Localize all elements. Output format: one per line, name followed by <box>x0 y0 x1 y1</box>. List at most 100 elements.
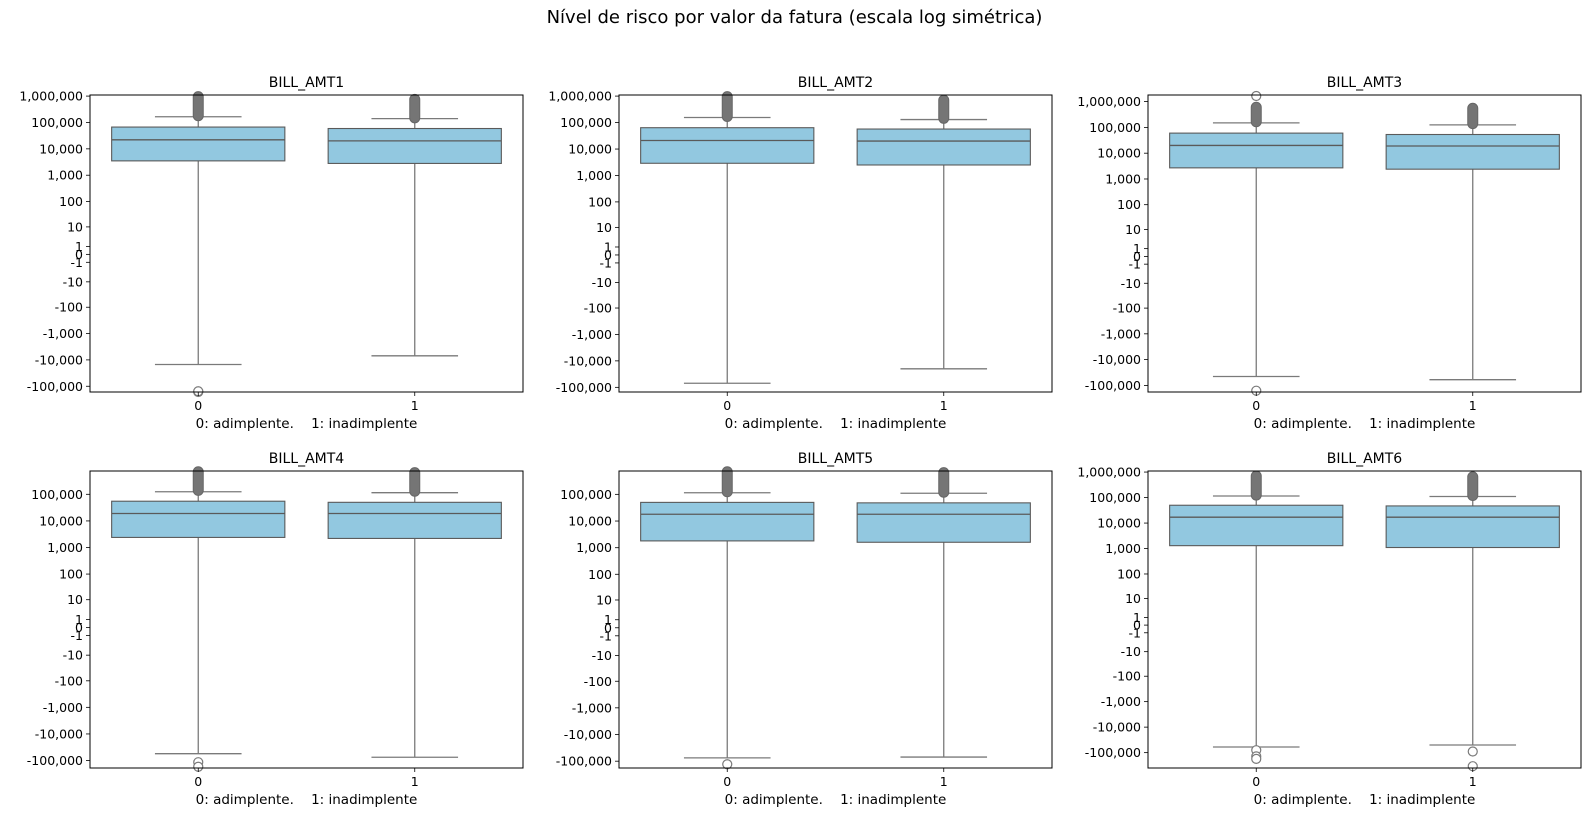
outlier-cluster <box>192 91 204 122</box>
x-axis-label: 0: adimplente. 1: inadimplente <box>196 792 418 808</box>
y-tick-label: 100 <box>59 194 83 209</box>
y-tick-label: 0 <box>75 620 83 635</box>
y-tick-label: -1 <box>1129 625 1141 640</box>
outlier-point <box>1251 90 1262 102</box>
axes-frame <box>618 94 1053 393</box>
y-tick-label: 100 <box>1117 566 1141 581</box>
iqr-box <box>1169 504 1344 547</box>
y-tick-label: 10 <box>1125 591 1141 606</box>
y-tick-label: 1 <box>1133 610 1141 625</box>
outlier-cluster <box>409 93 421 124</box>
y-tick-label: -100 <box>1113 301 1141 316</box>
y-tick-label: -1,000 <box>43 700 83 715</box>
box-category-0 <box>1169 90 1344 396</box>
figure-title: Nível de risco por valor da fatura (esca… <box>546 7 1043 28</box>
x-tick-label: 1 <box>1469 398 1477 413</box>
y-tick-label: -100,000 <box>556 380 612 395</box>
y-tick-label: -1,000 <box>1101 694 1141 709</box>
y-tick-label: -100,000 <box>27 753 83 768</box>
y-tick-label: -10 <box>592 275 612 290</box>
box-category-0 <box>640 91 815 384</box>
y-tick-label: -1 <box>600 255 612 270</box>
y-tick-label: 10 <box>67 592 83 607</box>
subplot-title: BILL_AMT3 <box>1327 75 1402 91</box>
subplot-bill-amt1: BILL_AMT1-100,000-10,000-1,000-100-10-10… <box>19 75 524 432</box>
y-tick-label: 100,000 <box>1089 490 1141 505</box>
axes-frame <box>618 470 1053 769</box>
y-tick-label: -100 <box>1113 669 1141 684</box>
y-tick-label: -100 <box>55 300 83 315</box>
y-tick-label: -1,000 <box>572 327 612 342</box>
y-tick-label: 100,000 <box>1089 120 1141 135</box>
outlier-point <box>1467 746 1478 757</box>
outlier-point <box>722 759 733 770</box>
x-axis-label: 0: adimplente. 1: inadimplente <box>1254 416 1476 432</box>
y-tick-label: -100,000 <box>27 379 83 394</box>
y-tick-label: 10,000 <box>1097 516 1141 531</box>
y-tick-label: 1,000,000 <box>548 89 612 104</box>
y-tick-label: 1,000,000 <box>1077 94 1141 109</box>
axes-frame <box>1147 470 1582 769</box>
y-tick-label: 10,000 <box>39 141 83 156</box>
x-tick-label: 1 <box>940 398 948 413</box>
y-tick-label: 0 <box>75 247 83 262</box>
y-tick-label: 0 <box>604 620 612 635</box>
axes-frame <box>1147 94 1582 393</box>
y-tick-label: 1,000,000 <box>1077 465 1141 480</box>
y-tick-label: 1,000 <box>576 540 612 555</box>
subplot-title: BILL_AMT6 <box>1327 451 1403 467</box>
iqr-box <box>327 501 502 539</box>
outlier-cluster <box>721 466 733 498</box>
y-tick-label: -100,000 <box>1085 745 1141 760</box>
iqr-box <box>856 128 1031 166</box>
y-tick-label: 1 <box>604 612 612 627</box>
box-category-0 <box>640 466 815 770</box>
y-tick-label: -10 <box>1121 276 1141 291</box>
outlier-point <box>1251 753 1262 764</box>
y-tick-label: 100 <box>588 567 612 582</box>
box-category-1 <box>327 93 502 357</box>
y-tick-label: -10 <box>592 648 612 663</box>
y-tick-label: 0 <box>1133 249 1141 264</box>
x-tick-label: 0 <box>723 774 731 789</box>
y-tick-label: 100 <box>1117 197 1141 212</box>
box-category-0 <box>111 91 286 398</box>
x-axis-label: 0: adimplente. 1: inadimplente <box>725 416 947 432</box>
y-tick-label: -1,000 <box>572 700 612 715</box>
x-tick-label: 1 <box>411 398 419 413</box>
outlier-cluster <box>721 91 733 122</box>
y-tick-label: -1 <box>71 628 83 643</box>
y-tick-label: 1,000 <box>576 168 612 183</box>
x-tick-label: 1 <box>411 774 419 789</box>
x-tick-label: 0 <box>1252 398 1260 413</box>
x-tick-label: 0 <box>723 398 731 413</box>
y-tick-label: 100,000 <box>31 487 83 502</box>
iqr-box <box>327 127 502 164</box>
subplot-title: BILL_AMT1 <box>269 75 344 91</box>
x-tick-label: 0 <box>194 774 202 789</box>
y-tick-label: -10 <box>63 274 83 289</box>
y-tick-label: 1,000,000 <box>19 89 83 104</box>
outlier-cluster <box>1467 471 1479 502</box>
y-tick-label: -100,000 <box>1085 378 1141 393</box>
y-tick-label: -10,000 <box>1093 720 1141 735</box>
y-tick-label: -1 <box>1129 257 1141 272</box>
y-tick-label: 10 <box>1125 222 1141 237</box>
subplot-bill-amt6: BILL_AMT6-100,000-10,000-1,000-100-10-10… <box>1077 451 1582 808</box>
y-tick-label: 1 <box>1133 241 1141 256</box>
outlier-cluster <box>409 467 421 497</box>
y-tick-label: 0 <box>604 247 612 262</box>
y-tick-label: 10,000 <box>568 514 612 529</box>
y-tick-label: -10,000 <box>35 352 83 367</box>
x-axis-label: 0: adimplente. 1: inadimplente <box>196 416 418 432</box>
y-tick-label: -10,000 <box>564 353 612 368</box>
y-tick-label: 1,000 <box>1105 541 1141 556</box>
subplot-title: BILL_AMT5 <box>798 451 873 467</box>
y-tick-label: 100,000 <box>560 115 612 130</box>
y-tick-label: -1 <box>600 628 612 643</box>
box-category-1 <box>856 467 1031 758</box>
y-tick-label: 10,000 <box>1097 146 1141 161</box>
x-tick-label: 0 <box>194 398 202 413</box>
outlier-cluster <box>938 94 950 124</box>
